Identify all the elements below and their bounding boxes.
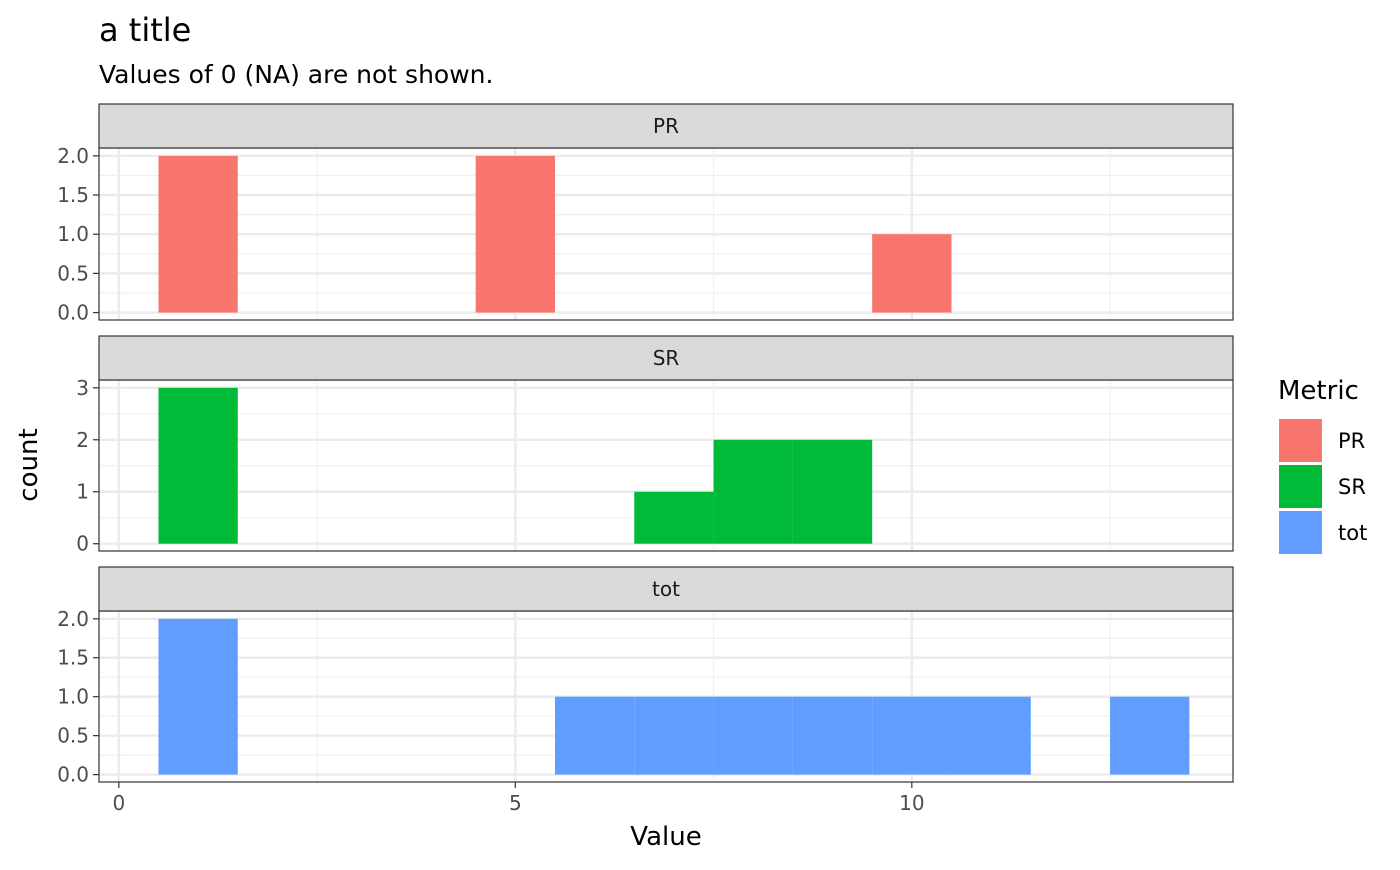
chart-title: a title — [99, 11, 191, 49]
bar-SR-7 — [634, 491, 714, 544]
facet-strip — [98, 335, 1234, 381]
y-tick-label: 1.0 — [57, 685, 89, 709]
facet-tot: tot 0.0 0.5 1.0 1.5 2.0 — [57, 566, 1234, 787]
y-tick-label: 0.0 — [57, 301, 89, 325]
y-tick-label: 2 — [76, 428, 89, 452]
facet-strip — [98, 103, 1234, 149]
y-tick-label: 1 — [76, 480, 89, 504]
bar-PR-1 — [158, 155, 238, 313]
x-tick-label: 0 — [112, 791, 125, 815]
bar-tot-13 — [1110, 696, 1190, 775]
y-tick-label: 1.5 — [57, 646, 89, 670]
x-tick-label: 5 — [509, 791, 522, 815]
legend-key-SR — [1279, 465, 1322, 508]
legend-key-tot — [1279, 511, 1322, 554]
facet-strip-label: PR — [653, 114, 679, 138]
x-axis: 0 5 10 — [112, 782, 925, 815]
facet-strip — [98, 566, 1234, 612]
bar-SR-1 — [158, 387, 238, 544]
facet-PR: PR 0.0 0.5 1.0 1.5 2.0 — [57, 103, 1234, 325]
bar-tot-6 — [554, 696, 635, 775]
x-tick-label: 10 — [899, 791, 924, 815]
y-tick-label: 0.0 — [57, 763, 89, 787]
legend-label-SR: SR — [1338, 475, 1366, 499]
bar-tot-10 — [872, 696, 952, 775]
facet-panels: PR 0.0 0.5 1.0 1.5 2.0 SR 0 1 2 3 tot 0.0 0.5 1.0 1.5 2.… — [57, 103, 1234, 787]
chart-subtitle: Values of 0 (NA) are not shown. — [99, 60, 493, 89]
bar-SR-9 — [792, 439, 873, 544]
bar-tot-1 — [158, 618, 238, 775]
y-tick-label: 1.5 — [57, 183, 89, 207]
facet-SR: SR 0 1 2 3 — [76, 335, 1234, 556]
y-tick-label: 3 — [76, 376, 89, 400]
bar-PR-10 — [872, 234, 952, 313]
bar-tot-11 — [951, 696, 1031, 775]
facet-strip-label: SR — [653, 346, 680, 370]
legend-title: Metric — [1278, 376, 1359, 406]
bar-SR-8 — [713, 439, 793, 544]
y-tick-label: 0.5 — [57, 724, 89, 748]
legend-key-PR — [1279, 419, 1322, 462]
y-tick-label: 1.0 — [57, 222, 89, 246]
legend: Metric PR SR tot — [1278, 376, 1367, 554]
y-axis-title: count — [14, 428, 44, 501]
bar-tot-7 — [634, 696, 714, 775]
x-axis-title: Value — [630, 822, 701, 852]
legend-label-tot: tot — [1338, 521, 1367, 545]
bar-PR-5 — [475, 155, 555, 313]
legend-label-PR: PR — [1338, 429, 1365, 453]
y-tick-label: 0.5 — [57, 261, 89, 285]
bar-tot-8 — [713, 696, 793, 775]
y-tick-label: 2.0 — [57, 144, 89, 168]
bar-tot-9 — [792, 696, 873, 775]
y-tick-label: 2.0 — [57, 607, 89, 631]
y-tick-label: 0 — [76, 532, 89, 556]
facet-strip-label: tot — [652, 577, 680, 601]
